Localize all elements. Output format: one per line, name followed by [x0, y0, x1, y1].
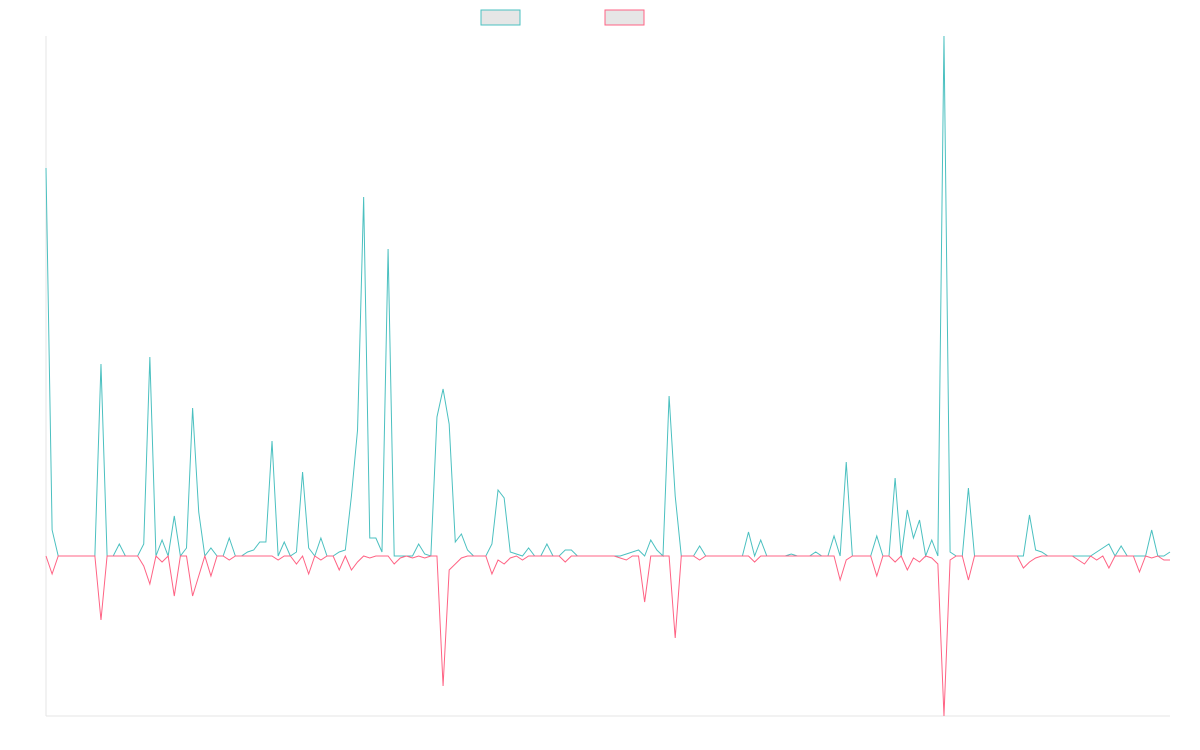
legend-swatch: [604, 9, 645, 26]
series-line: [45, 554, 1170, 717]
series-line: [45, 35, 1171, 558]
legend-swatch: [480, 9, 521, 26]
